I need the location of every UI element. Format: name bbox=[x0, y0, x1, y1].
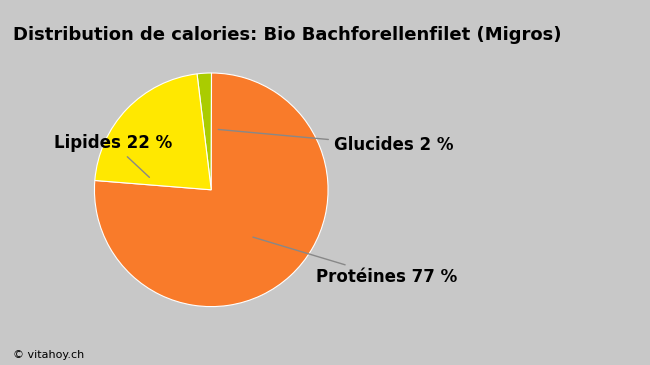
Text: Glucides 2 %: Glucides 2 % bbox=[218, 130, 454, 154]
Text: © vitahoy.ch: © vitahoy.ch bbox=[13, 350, 84, 360]
Text: Protéines 77 %: Protéines 77 % bbox=[253, 237, 458, 287]
Wedge shape bbox=[95, 74, 211, 190]
Text: Distribution de calories: Bio Bachforellenfilet (Migros): Distribution de calories: Bio Bachforell… bbox=[13, 26, 562, 43]
Wedge shape bbox=[197, 73, 211, 190]
Wedge shape bbox=[94, 73, 328, 307]
Text: Lipides 22 %: Lipides 22 % bbox=[53, 134, 172, 177]
